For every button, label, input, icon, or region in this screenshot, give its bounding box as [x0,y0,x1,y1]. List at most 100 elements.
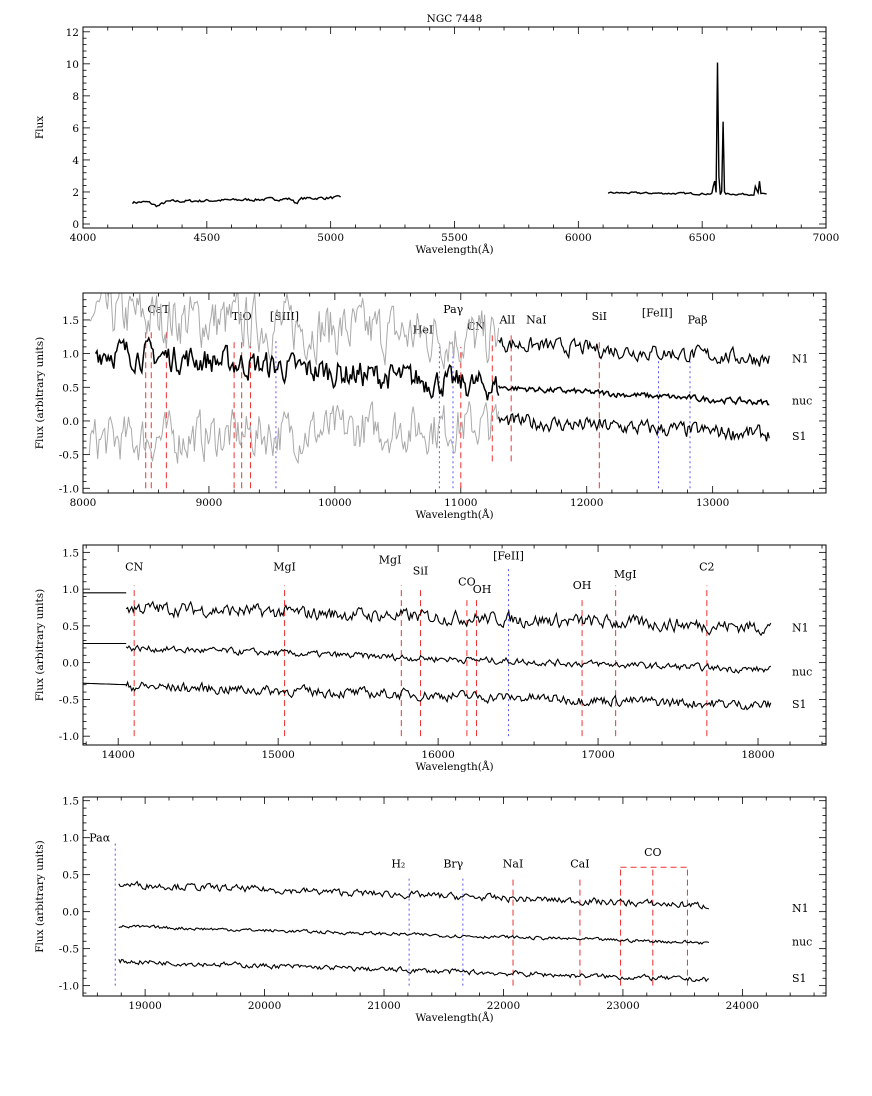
feature-label: SiI [592,310,607,323]
x-tick-label: 16000 [421,749,454,761]
x-tick-label: 10000 [318,497,351,509]
x-tick-label: 8000 [70,497,97,509]
plot-frame [82,544,827,746]
x-tick-label: 17000 [581,749,614,761]
series-label: nuc [792,935,812,948]
feature-label: CaI [570,857,589,870]
feature-label: [FeII] [493,550,524,563]
x-axis-label: Wavelength(Å) [415,507,493,521]
series-s1 [83,680,772,711]
x-tick-label: 7000 [813,232,840,244]
y-tick-label: -0.5 [59,450,79,462]
series-label: S1 [792,430,807,443]
x-tick-label: 14000 [101,749,134,761]
y-tick-label: 0.0 [62,416,79,428]
y-tick-label: 1.0 [62,584,79,596]
x-tick-label: 12000 [570,497,603,509]
panel-3: 14000 15000 16000 17000 18000 -1.0 -0.5 0.0 0.5 1… [34,544,827,773]
plot-frame [82,292,827,494]
feature-label: OH [473,583,492,596]
feature-label: AlI [498,313,515,326]
series-label: nuc [792,395,812,408]
y-tick-label: 12 [66,27,79,39]
y-tick-label: 6 [72,123,79,135]
x-tick-label: 5000 [317,232,344,244]
x-tick-label: 15000 [261,749,294,761]
x-tick-label: 4000 [70,232,97,244]
feature-label: NaI [526,313,547,326]
y-tick-label: 2 [72,187,79,199]
y-tick-label: 0.5 [62,870,79,882]
series-s1-gray- [88,401,500,465]
x-tick-label: 9000 [196,497,223,509]
feature-label: SiI [413,564,428,577]
series-label: N1 [792,902,809,915]
y-tick-label: 1.5 [62,315,79,327]
chart-title: NGC 7448 [427,13,483,25]
y-tick-label: 0 [72,219,79,231]
x-tick-label: 22000 [487,1000,520,1012]
y-tick-label: -1.0 [59,731,79,743]
x-tick-label: 13000 [696,497,729,509]
x-tick-label: 24000 [726,1000,759,1012]
feature-label: CO [458,575,475,588]
series-s1 [118,958,710,983]
series-nuc [83,642,772,674]
y-tick-label: 1.0 [62,349,79,361]
x-tick-label: 4500 [193,232,220,244]
x-axis-label: Wavelength(Å) [415,1010,493,1024]
feature-label: MgI [273,561,296,574]
y-tick-label: -0.5 [59,944,79,956]
x-tick-label: 18000 [741,749,774,761]
feature-label: H₂ [391,857,405,870]
panel-1: NGC 7448 4000 4500 5000 5500 6000 6500 7000 0 2 4 6… [34,13,839,256]
y-axis-label: Flux (arbitrary units) [34,589,46,702]
panel-4: 19000 20000 21000 22000 23000 24000 -1.0 -0.5 0.… [34,796,827,1024]
x-tick-label: 5500 [441,232,468,244]
plot-frame [82,26,827,229]
feature-label: Paβ [688,313,708,326]
y-tick-label: 0.5 [62,621,79,633]
y-tick-label: 8 [72,91,79,103]
panel-2: 8000 9000 10000 11000 12000 13000 -1.0 -0.5 0.0 0… [34,292,827,521]
feature-label: [FeII] [642,307,673,320]
x-tick-label: 6000 [565,232,592,244]
y-axis-label: Flux [34,116,46,139]
series-spectrum [131,62,767,208]
feature-label: [SIII] [270,310,299,323]
y-tick-label: -0.5 [59,694,79,706]
plot-frame [82,796,827,997]
y-axis-label: Flux (arbitrary units) [34,337,46,450]
y-tick-label: 1.5 [62,796,79,808]
feature-label: Paα [89,831,110,844]
y-tick-label: 4 [72,155,79,167]
series-s1 [498,412,770,442]
y-tick-label: 0.0 [62,907,79,919]
x-axis-label: Wavelength(Å) [415,242,493,256]
feature-label: Paγ [443,303,463,316]
x-tick-label: 19000 [128,1000,161,1012]
x-tick-label: 20000 [248,1000,281,1012]
x-tick-label: 11000 [444,497,477,509]
feature-label: MgI [614,568,637,581]
y-tick-label: 10 [66,59,79,71]
y-tick-label: 0.5 [62,382,79,394]
feature-label: CN [125,561,143,574]
x-axis-label: Wavelength(Å) [415,759,493,773]
series-nuc [94,336,770,406]
y-tick-label: 0.0 [62,658,79,670]
feature-label: C2 [699,561,714,574]
series-nuc [118,924,710,945]
feature-label: Brγ [443,857,463,870]
y-tick-label: -1.0 [59,483,79,495]
series-n1 [498,337,770,367]
series-label: N1 [792,352,809,365]
feature-label: NaI [503,857,524,870]
series-label: S1 [792,698,807,711]
series-n1-gray- [89,293,500,370]
feature-label: MgI [379,553,402,566]
x-tick-label: 6500 [689,232,716,244]
y-tick-label: 1.0 [62,833,79,845]
